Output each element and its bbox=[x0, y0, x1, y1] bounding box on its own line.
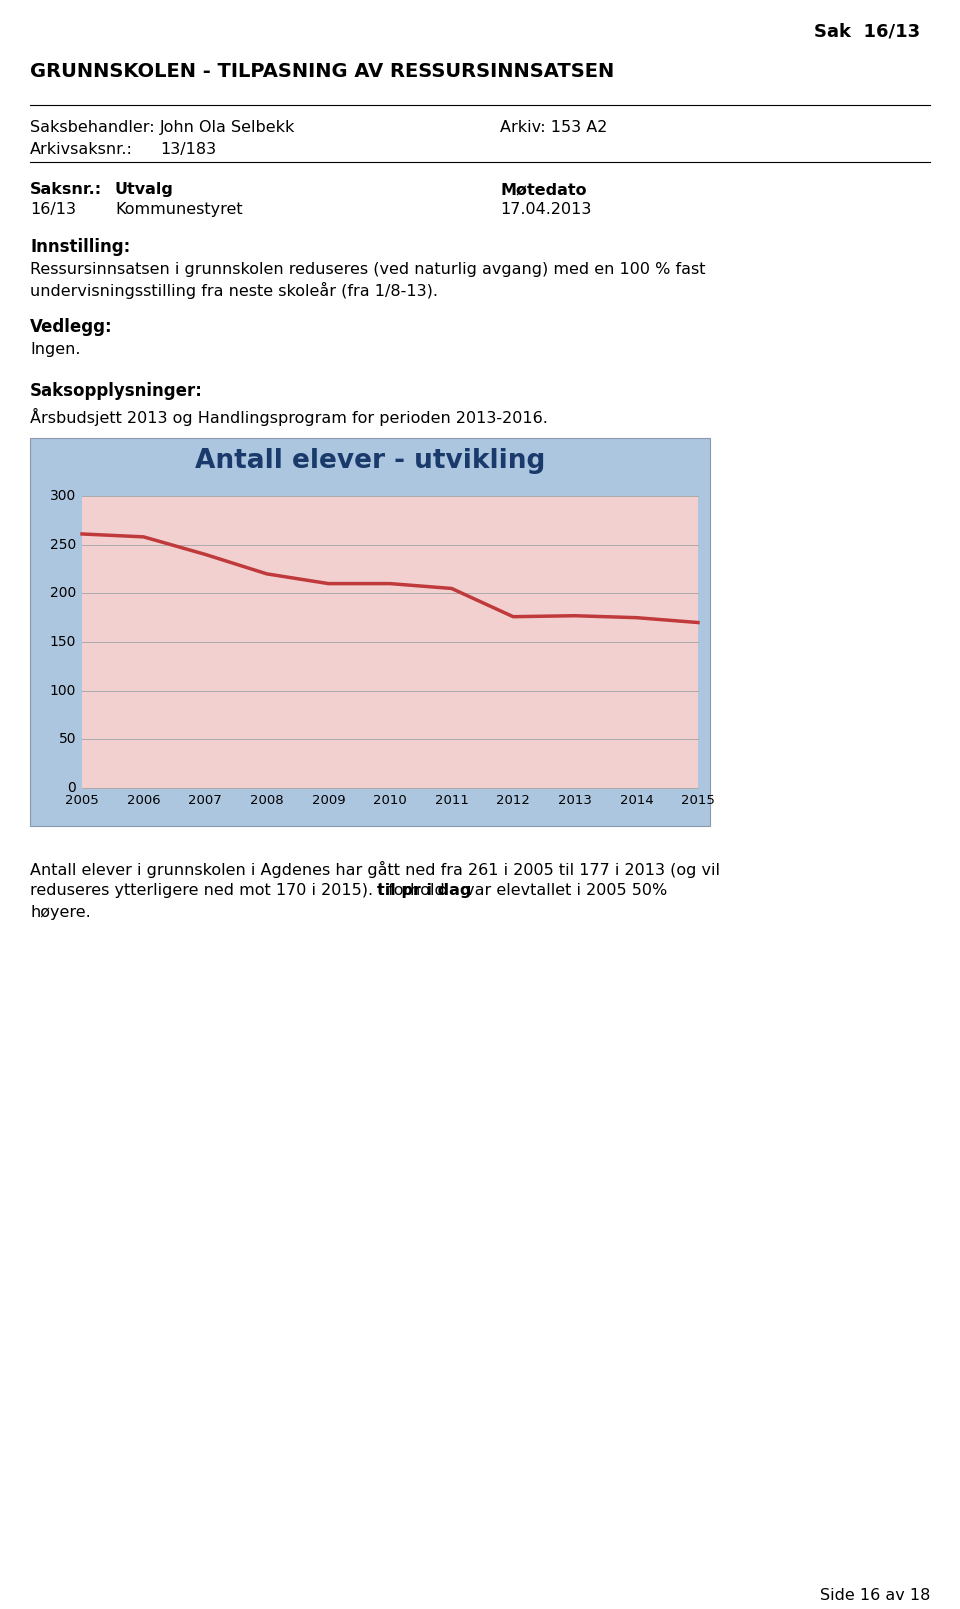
Text: 2007: 2007 bbox=[188, 793, 222, 808]
Text: Antall elever - utvikling: Antall elever - utvikling bbox=[195, 447, 545, 475]
Text: Arkivsaksnr.:: Arkivsaksnr.: bbox=[30, 142, 132, 158]
Text: 300: 300 bbox=[50, 489, 76, 504]
Text: Utvalg: Utvalg bbox=[115, 182, 174, 196]
Text: Side 16 av 18: Side 16 av 18 bbox=[820, 1588, 930, 1603]
Text: 100: 100 bbox=[50, 684, 76, 698]
Text: 0: 0 bbox=[67, 780, 76, 795]
Text: 2009: 2009 bbox=[312, 793, 346, 808]
Bar bbox=[82, 496, 698, 788]
Text: Årsbudsjett 2013 og Handlingsprogram for perioden 2013-2016.: Årsbudsjett 2013 og Handlingsprogram for… bbox=[30, 409, 548, 426]
Text: 2015: 2015 bbox=[681, 793, 715, 808]
Text: 2005: 2005 bbox=[65, 793, 99, 808]
Bar bbox=[30, 438, 710, 825]
Text: 16/13: 16/13 bbox=[30, 203, 76, 217]
Text: Saksbehandler:: Saksbehandler: bbox=[30, 121, 155, 135]
Text: til pr i dag: til pr i dag bbox=[377, 883, 471, 898]
Text: GRUNNSKOLEN - TILPASNING AV RESSURSINNSATSEN: GRUNNSKOLEN - TILPASNING AV RESSURSINNSA… bbox=[30, 63, 614, 80]
Text: reduseres ytterligere ned mot 170 i 2015). I forhold: reduseres ytterligere ned mot 170 i 2015… bbox=[30, 883, 450, 898]
Text: 17.04.2013: 17.04.2013 bbox=[500, 203, 591, 217]
Text: 2006: 2006 bbox=[127, 793, 160, 808]
Text: Ressursinnsatsen i grunnskolen reduseres (ved naturlig avgang) med en 100 % fast: Ressursinnsatsen i grunnskolen reduseres… bbox=[30, 262, 706, 277]
Text: Møtedato: Møtedato bbox=[500, 182, 587, 196]
Text: høyere.: høyere. bbox=[30, 904, 91, 920]
Text: John Ola Selbekk: John Ola Selbekk bbox=[160, 121, 296, 135]
Text: 200: 200 bbox=[50, 586, 76, 600]
Text: Saksnr.:: Saksnr.: bbox=[30, 182, 102, 196]
Text: 2013: 2013 bbox=[558, 793, 591, 808]
Text: 2011: 2011 bbox=[435, 793, 468, 808]
Text: Arkiv: 153 A2: Arkiv: 153 A2 bbox=[500, 121, 608, 135]
Text: Antall elever i grunnskolen i Agdenes har gått ned fra 261 i 2005 til 177 i 2013: Antall elever i grunnskolen i Agdenes ha… bbox=[30, 861, 720, 879]
Text: Vedlegg:: Vedlegg: bbox=[30, 319, 112, 336]
Text: Innstilling:: Innstilling: bbox=[30, 238, 131, 256]
Text: Ingen.: Ingen. bbox=[30, 343, 81, 357]
Text: 150: 150 bbox=[50, 636, 76, 648]
Text: 50: 50 bbox=[59, 732, 76, 747]
Text: 2014: 2014 bbox=[619, 793, 653, 808]
Text: undervisningsstilling fra neste skoleår (fra 1/8-13).: undervisningsstilling fra neste skoleår … bbox=[30, 282, 438, 299]
Text: Sak  16/13: Sak 16/13 bbox=[814, 23, 920, 40]
Text: Saksopplysninger:: Saksopplysninger: bbox=[30, 381, 203, 401]
Text: Kommunestyret: Kommunestyret bbox=[115, 203, 243, 217]
Text: 2008: 2008 bbox=[250, 793, 283, 808]
Text: 250: 250 bbox=[50, 537, 76, 552]
Text: 2010: 2010 bbox=[373, 793, 407, 808]
Text: 2012: 2012 bbox=[496, 793, 530, 808]
Text: 13/183: 13/183 bbox=[160, 142, 216, 158]
Text: var elevtallet i 2005 50%: var elevtallet i 2005 50% bbox=[460, 883, 667, 898]
